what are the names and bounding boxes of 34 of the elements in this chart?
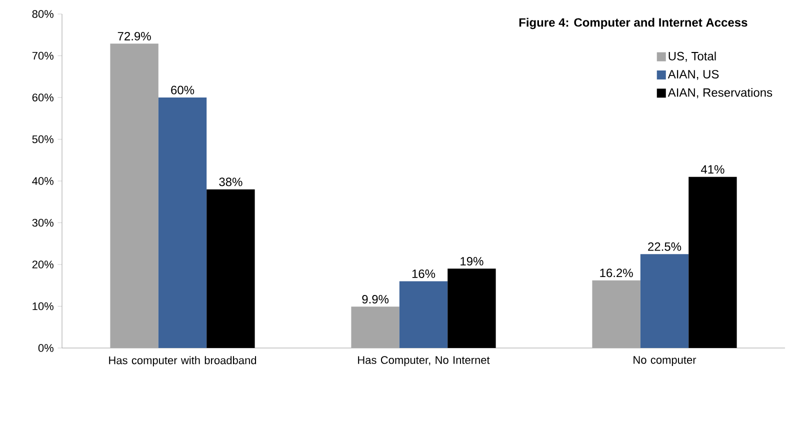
bar	[351, 306, 400, 348]
bar	[110, 44, 158, 348]
legend-label: AIAN, US	[668, 70, 719, 80]
bar	[592, 280, 640, 348]
data-label: 19%	[460, 256, 484, 266]
x-tick-label: No computer	[634, 356, 696, 366]
x-tick-label: Has Computer, No Internet	[358, 356, 490, 366]
bar	[399, 281, 448, 348]
data-label: 72.9%	[118, 32, 151, 40]
y-tick-label: 80%	[32, 10, 54, 18]
bar	[448, 268, 496, 348]
y-tick-label: 40%	[32, 177, 54, 185]
data-label: 60%	[171, 86, 194, 94]
bar	[206, 189, 255, 348]
y-tick-label: 20%	[32, 260, 54, 268]
data-label: 16.2%	[600, 268, 633, 278]
bar	[640, 254, 689, 348]
bar	[688, 176, 737, 348]
y-tick-label: 10%	[32, 302, 54, 310]
y-tick-label: 70%	[32, 52, 54, 60]
y-tick-label: 30%	[32, 218, 54, 227]
legend-label: AIAN, Reservations	[668, 88, 772, 98]
data-label: 38%	[219, 178, 242, 186]
data-label: 16%	[412, 270, 436, 278]
x-tick-label: Has computer with broadband	[109, 356, 256, 366]
y-tick-label: 0%	[38, 344, 54, 352]
data-label: 41%	[700, 165, 724, 174]
legend-label: US, Total	[668, 52, 716, 62]
data-label: 9.9%	[362, 294, 389, 304]
data-label: 22.5%	[648, 242, 682, 251]
bar	[158, 98, 207, 348]
y-tick-label: 60%	[32, 94, 54, 102]
chart-title: Figure 4: Computer and Internet Access	[519, 18, 748, 30]
y-tick-label: 50%	[32, 135, 54, 144]
